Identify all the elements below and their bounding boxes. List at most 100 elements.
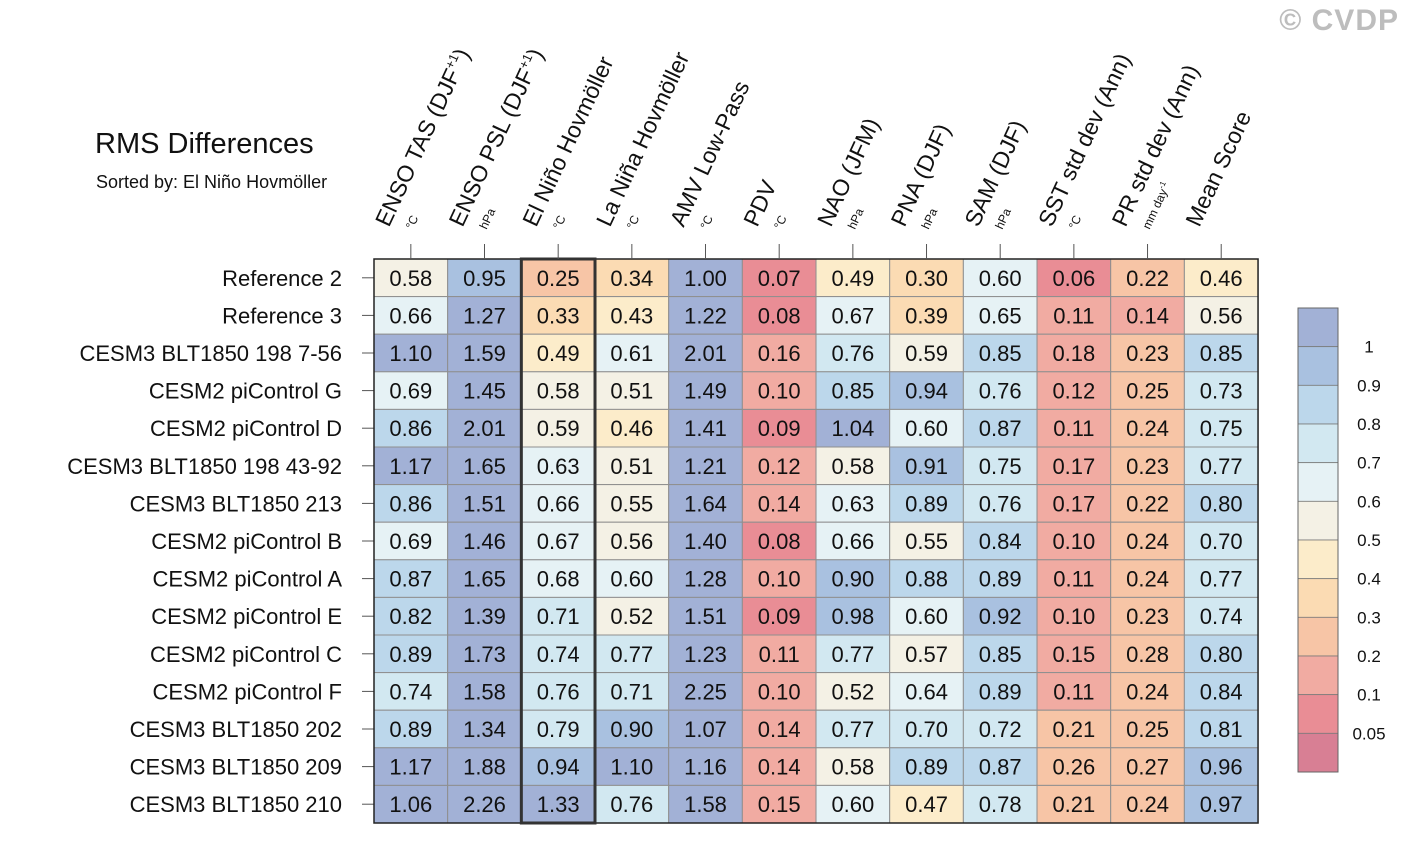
cell-value: 0.70 bbox=[905, 717, 948, 742]
heatmap-cell bbox=[373, 559, 449, 598]
heatmap-frame bbox=[373, 258, 1259, 824]
cell-value: 0.72 bbox=[979, 717, 1022, 742]
cell-value: 0.85 bbox=[979, 341, 1022, 366]
column-unit: °C bbox=[698, 213, 717, 231]
row-label: CESM3 BLT1850 209 bbox=[130, 755, 342, 780]
cell-value: 0.67 bbox=[537, 529, 580, 554]
cell-value: 0.60 bbox=[979, 266, 1022, 291]
column-unit: °C bbox=[624, 213, 643, 231]
heatmap-cell bbox=[815, 672, 891, 711]
heatmap-cell bbox=[1183, 672, 1259, 711]
colorbar-bin bbox=[1297, 694, 1339, 734]
cell-value: 0.09 bbox=[758, 604, 801, 629]
cell-value: 0.84 bbox=[1200, 679, 1243, 704]
cell-value: 0.78 bbox=[979, 792, 1022, 817]
heatmap-cell bbox=[889, 484, 964, 523]
cell-value: 0.82 bbox=[389, 604, 432, 629]
cell-value: 1.59 bbox=[463, 341, 506, 366]
heatmap-cell bbox=[1110, 634, 1185, 674]
chart-subtitle: Sorted by: El Niño Hovmöller bbox=[96, 172, 328, 192]
colorbar-frame bbox=[1297, 307, 1339, 773]
colorbar-bin bbox=[1297, 500, 1339, 541]
row-label: CESM2 piControl G bbox=[149, 379, 342, 404]
heatmap-cell bbox=[594, 634, 670, 674]
cell-value: 0.87 bbox=[389, 567, 432, 592]
heatmap-cell bbox=[741, 484, 817, 523]
cell-value: 0.49 bbox=[831, 266, 874, 291]
cell-value: 0.24 bbox=[1126, 567, 1169, 592]
cell-value: 0.59 bbox=[905, 341, 948, 366]
cell-value: 0.11 bbox=[1053, 567, 1094, 592]
cell-value: 0.95 bbox=[463, 266, 506, 291]
heatmap-cell bbox=[889, 747, 964, 786]
heatmap-cell bbox=[962, 296, 1038, 335]
cell-value: 0.52 bbox=[610, 604, 653, 629]
colorbar-label: 0.05 bbox=[1352, 724, 1385, 743]
cell-value: 0.91 bbox=[905, 454, 948, 479]
cell-value: 0.34 bbox=[610, 266, 653, 291]
heatmap-cell bbox=[520, 446, 596, 486]
heatmap-cell bbox=[520, 333, 596, 373]
heatmap-cell bbox=[962, 408, 1038, 448]
cell-value: 1.23 bbox=[684, 642, 727, 667]
cell-value: 0.59 bbox=[537, 416, 580, 441]
heatmap-cell bbox=[889, 709, 964, 749]
colorbar-label: 0.1 bbox=[1357, 686, 1381, 705]
cell-value: 0.94 bbox=[905, 379, 948, 404]
cell-value: 0.58 bbox=[537, 379, 580, 404]
cell-value: 0.63 bbox=[831, 491, 874, 516]
cell-value: 1.27 bbox=[463, 303, 506, 328]
cell-value: 0.89 bbox=[389, 642, 432, 667]
heatmap-cell bbox=[889, 672, 964, 711]
heatmap-cell bbox=[1036, 747, 1112, 786]
row-label: CESM2 piControl C bbox=[150, 642, 342, 667]
heatmap-cell bbox=[889, 634, 964, 674]
cell-value: 0.25 bbox=[1126, 379, 1169, 404]
heatmap-cell bbox=[1036, 596, 1112, 636]
heatmap-cell bbox=[1183, 258, 1259, 298]
cell-value: 0.98 bbox=[831, 604, 874, 629]
heatmap-cell bbox=[373, 709, 449, 749]
cell-value: 1.28 bbox=[684, 567, 727, 592]
column-unit: °C bbox=[550, 213, 569, 231]
cell-value: 0.10 bbox=[1052, 604, 1095, 629]
cell-value: 0.22 bbox=[1126, 266, 1169, 291]
cell-value: 0.66 bbox=[537, 491, 580, 516]
heatmap-cell bbox=[447, 408, 522, 448]
cell-value: 0.75 bbox=[1200, 416, 1243, 441]
heatmap-cell bbox=[1036, 709, 1112, 749]
cell-value: 0.10 bbox=[758, 567, 801, 592]
cell-value: 0.60 bbox=[905, 604, 948, 629]
row-label: Reference 3 bbox=[222, 303, 342, 328]
heatmap-cell bbox=[373, 408, 449, 448]
heatmap-cell bbox=[741, 672, 817, 711]
heatmap-cell bbox=[889, 408, 964, 448]
cell-value: 2.01 bbox=[463, 416, 506, 441]
cell-value: 0.23 bbox=[1126, 341, 1169, 366]
cell-value: 0.12 bbox=[758, 454, 801, 479]
cell-value: 0.80 bbox=[1200, 491, 1243, 516]
heatmap-cell bbox=[1110, 258, 1185, 298]
cell-value: 0.81 bbox=[1200, 717, 1243, 742]
column-unit: hPa bbox=[477, 206, 499, 232]
heatmap-cell bbox=[1183, 333, 1259, 373]
cell-value: 0.74 bbox=[389, 679, 432, 704]
cell-value: 0.15 bbox=[1052, 642, 1095, 667]
cell-value: 0.67 bbox=[831, 303, 874, 328]
cell-value: 1.10 bbox=[610, 755, 653, 780]
cell-value: 0.69 bbox=[389, 379, 432, 404]
heatmap-cell bbox=[815, 596, 891, 636]
cell-value: 0.96 bbox=[1200, 755, 1243, 780]
cell-value: 0.64 bbox=[905, 679, 948, 704]
heatmap-cell bbox=[447, 371, 522, 410]
cell-value: 0.10 bbox=[758, 679, 801, 704]
cell-value: 0.76 bbox=[831, 341, 874, 366]
heatmap-cell bbox=[447, 296, 522, 335]
cell-value: 0.89 bbox=[979, 567, 1022, 592]
colorbar-bin bbox=[1297, 307, 1339, 348]
heatmap-cell bbox=[889, 333, 964, 373]
heatmap-cell bbox=[815, 296, 891, 335]
heatmap-cell bbox=[889, 521, 964, 561]
cell-value: 0.90 bbox=[610, 717, 653, 742]
row-label: CESM2 piControl D bbox=[150, 416, 342, 441]
